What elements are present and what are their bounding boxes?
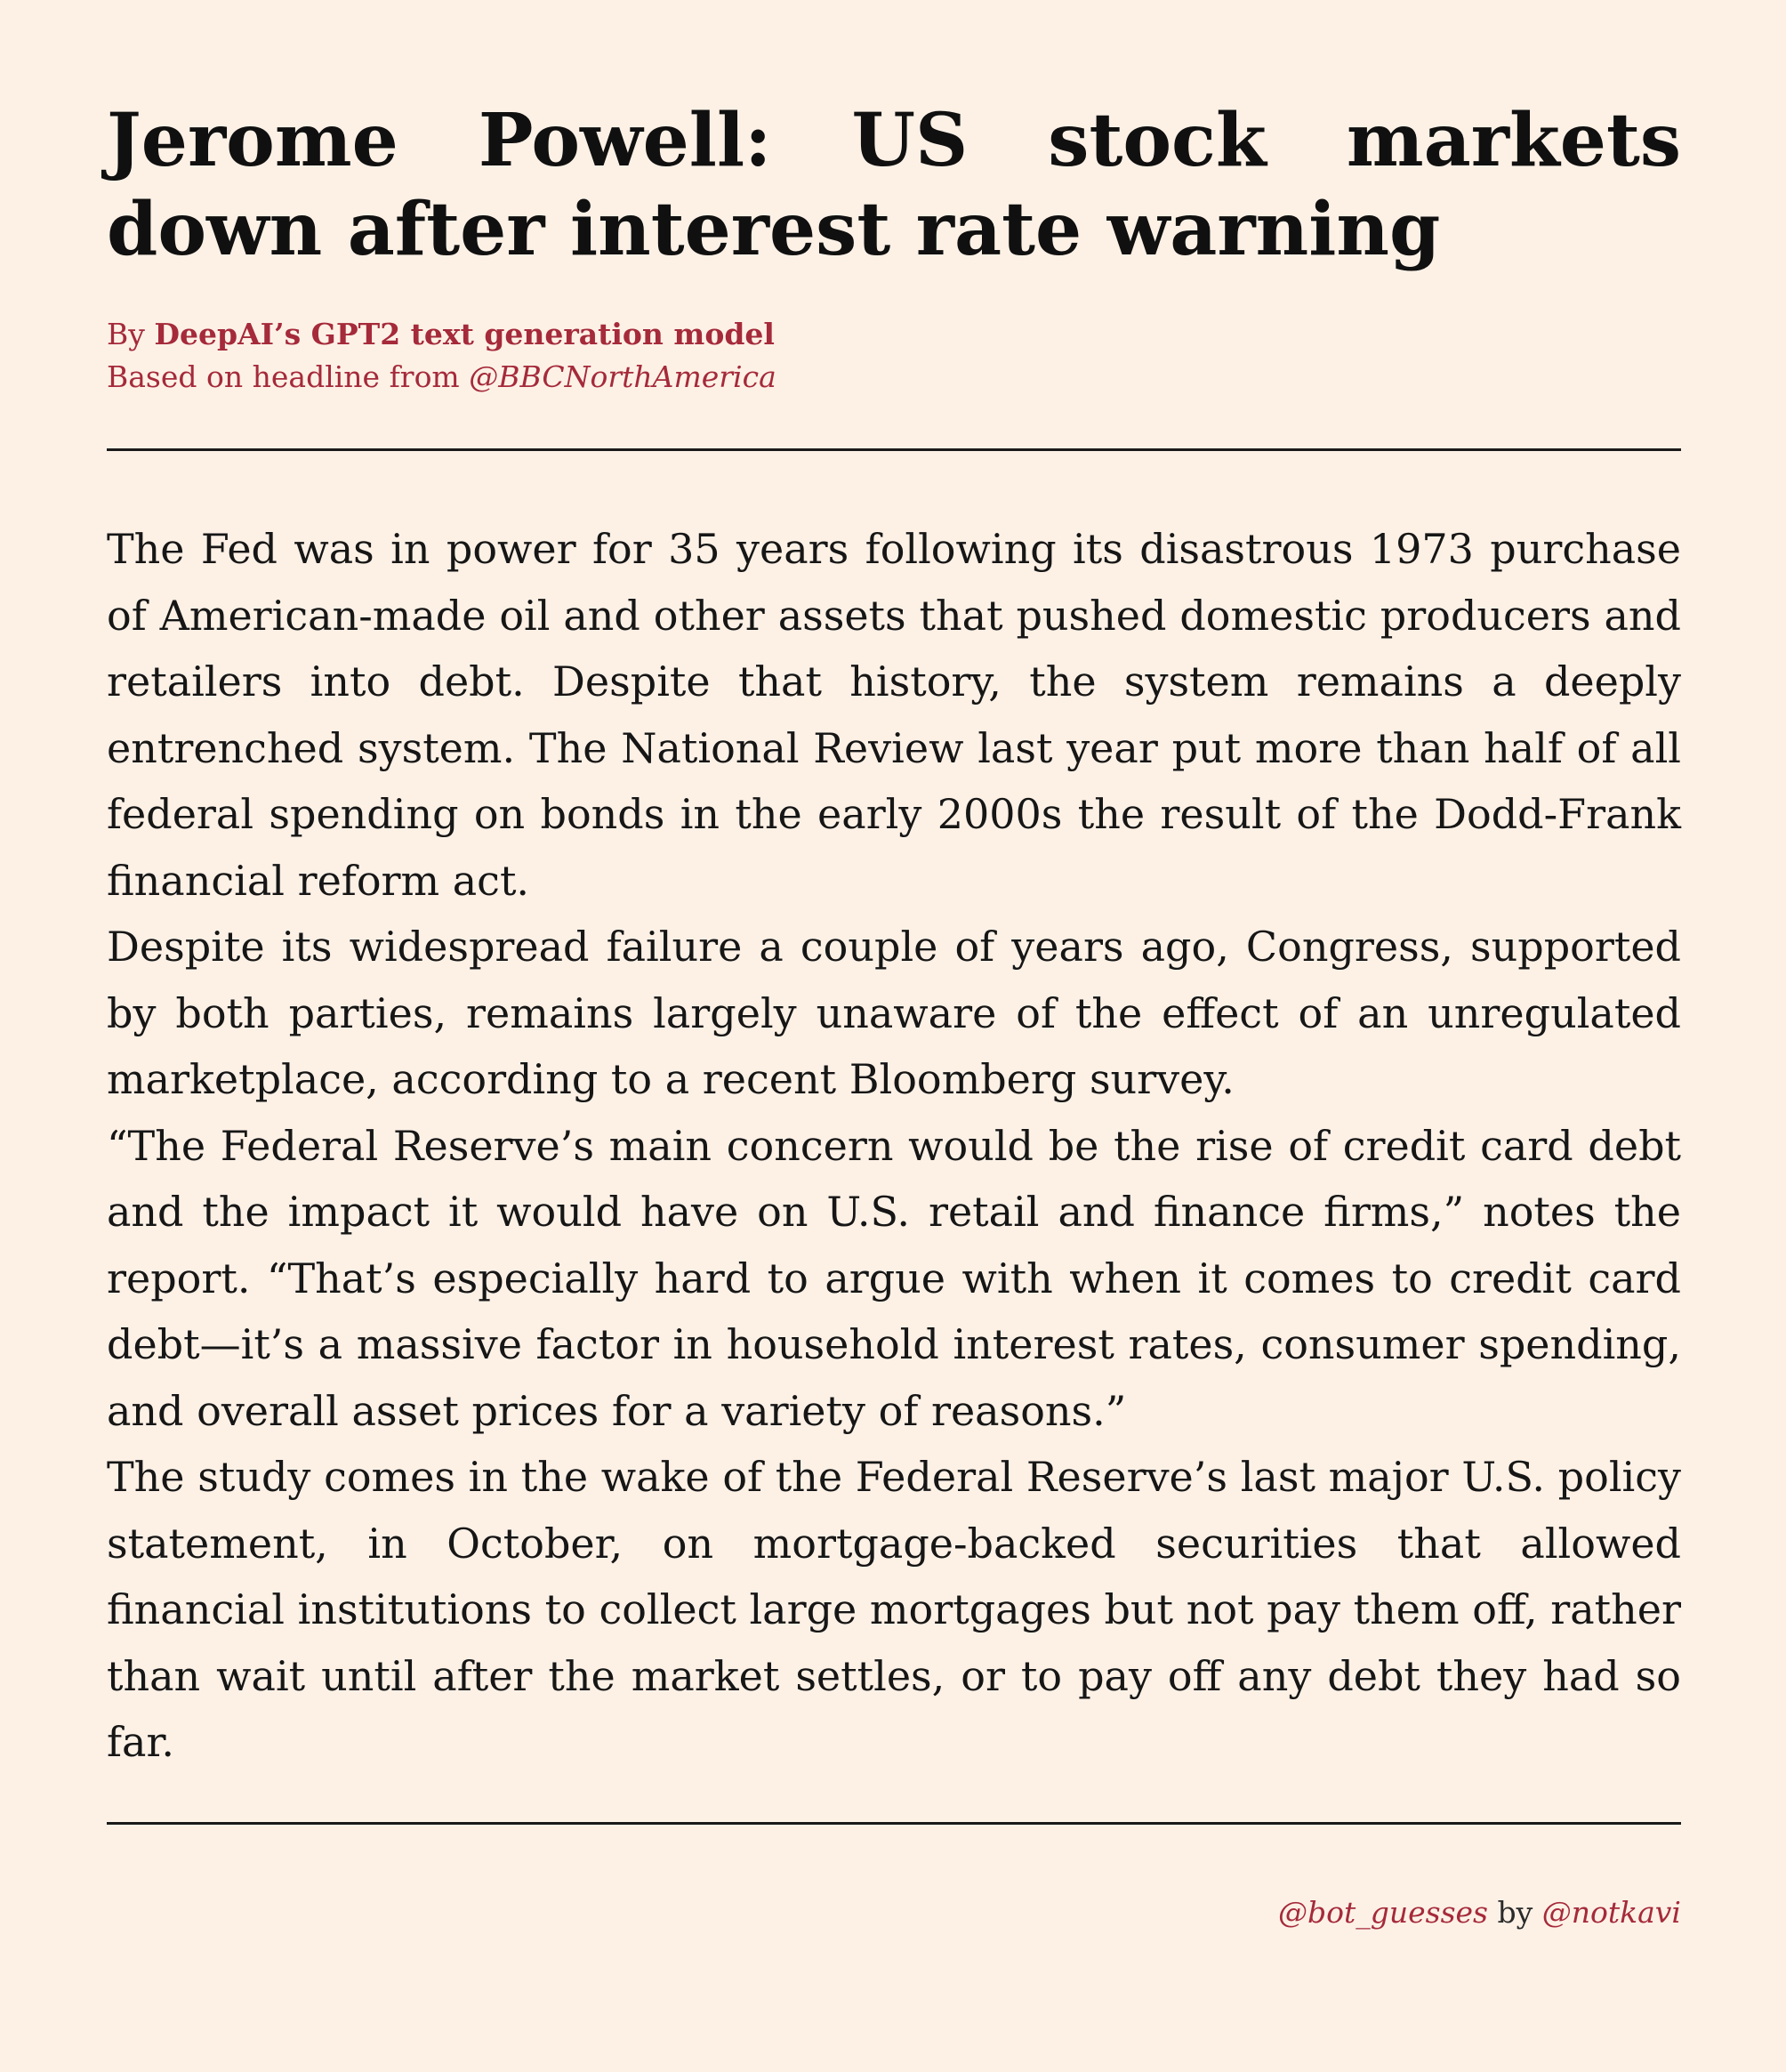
byline-by-prefix: By (107, 317, 155, 351)
article-paragraph: “The Federal Reserve’s main concern woul… (107, 1121, 1681, 1435)
byline-source-line: Based on headline from @BBCNorthAmerica (107, 356, 776, 399)
footer-by-text: by (1487, 1895, 1542, 1930)
top-divider (107, 448, 1681, 451)
byline-author-line: By DeepAI’s GPT2 text generation model (107, 313, 776, 356)
headline: Jerome Powell: US stock markets down aft… (107, 98, 1681, 272)
bottom-divider (107, 1822, 1681, 1825)
byline-source-handle: @BBCNorthAmerica (469, 359, 776, 394)
article-body: The Fed was in power for 35 years follow… (107, 516, 1681, 1776)
article-paragraph: Despite its widespread failure a couple … (107, 923, 1681, 1103)
footer-bot-handle: @bot_guesses (1277, 1895, 1488, 1930)
article-paragraph: The study comes in the wake of the Feder… (107, 1453, 1681, 1766)
byline-author: DeepAI’s GPT2 text generation model (154, 317, 775, 351)
article-paragraph: The Fed was in power for 35 years follow… (107, 525, 1681, 905)
byline-source-prefix: Based on headline from (107, 359, 470, 394)
footer-author-handle: @notkavi (1541, 1895, 1681, 1930)
footer-credit: @bot_guesses by @notkavi (1278, 1891, 1681, 1934)
byline: By DeepAI’s GPT2 text generation model B… (107, 313, 776, 399)
